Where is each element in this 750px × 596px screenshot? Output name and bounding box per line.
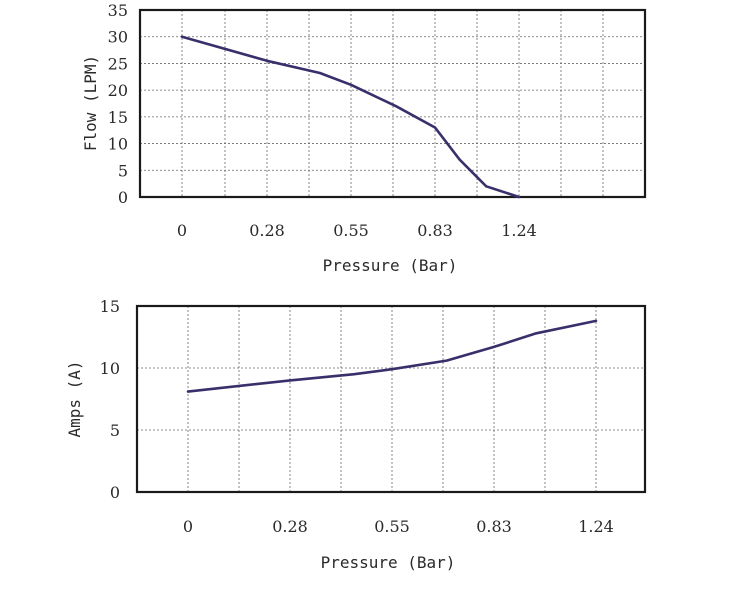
flow-y-ticks: 0 5 10 15 20 25 30 35 [108,1,128,207]
flow-curve [180,35,521,199]
flow-y-tick-label: 30 [108,28,128,47]
amps-grid [137,306,645,492]
flow-grid [140,10,645,197]
amps-x-tick-label: 0.55 [374,517,410,536]
amps-x-axis-label: Pressure (Bar) [321,553,456,572]
flow-y-tick-label: 5 [118,161,128,180]
amps-y-axis-label: Amps (A) [65,360,84,437]
flow-x-axis-label: Pressure (Bar) [323,256,458,275]
flow-y-axis-label: Flow (LPM) [81,55,100,151]
flow-x-tick-label: 0 [177,221,187,240]
amps-x-tick-label: 0 [183,517,193,536]
flow-y-tick-label: 15 [108,108,128,127]
amps-x-tick-label: 0.83 [476,517,512,536]
flow-y-tick-label: 0 [118,188,128,207]
flow-x-tick-label: 1.24 [501,221,537,240]
amps-y-tick-label: 15 [100,297,120,316]
amps-curve [186,319,598,393]
flow-x-ticks: 0 0.28 0.55 0.83 1.24 [177,221,537,240]
flow-chart: 0 5 10 15 20 25 30 35 0 0.28 0.55 0.83 1.24 Flow (L… [81,1,647,275]
flow-plot-frame [138,8,647,199]
amps-y-tick-label: 10 [100,359,120,378]
amps-y-tick-label: 5 [110,421,120,440]
flow-y-tick-label: 25 [108,54,128,73]
flow-x-tick-label: 0.83 [417,221,453,240]
amps-x-ticks: 0 0.28 0.55 0.83 1.24 [183,517,614,536]
amps-chart: 0 5 10 15 0 0.28 0.55 0.83 1.24 Amps (A) Pressu… [65,297,647,572]
flow-x-tick-label: 0.55 [333,221,369,240]
flow-x-tick-label: 0.28 [249,221,285,240]
flow-y-tick-label: 10 [108,135,128,154]
amps-x-tick-label: 1.24 [578,517,614,536]
amps-plot-frame [135,304,647,494]
flow-y-tick-label: 35 [108,1,128,20]
amps-y-ticks: 0 5 10 15 [100,297,120,502]
flow-y-tick-label: 20 [108,81,128,100]
amps-y-tick-label: 0 [110,483,120,502]
amps-x-tick-label: 0.28 [272,517,308,536]
